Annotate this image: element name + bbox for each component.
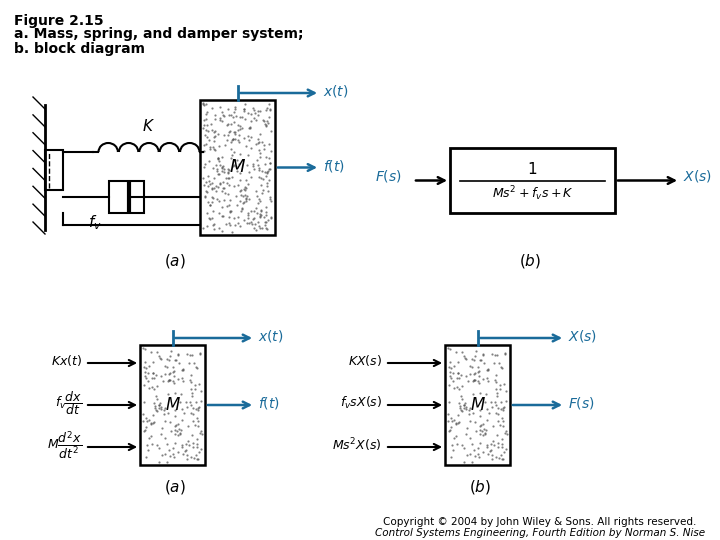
Text: $M$: $M$	[165, 396, 181, 414]
Text: Figure 2.15: Figure 2.15	[14, 14, 104, 28]
Text: $f(t)$: $f(t)$	[258, 395, 280, 411]
Text: $x(t)$: $x(t)$	[258, 328, 284, 344]
Bar	[445, 345, 510, 465]
Text: $1$: $1$	[527, 160, 538, 177]
Text: $(a)$: $(a)$	[164, 252, 186, 269]
Text: $f_v$: $f_v$	[88, 213, 102, 232]
Text: $f(t)$: $f(t)$	[323, 158, 345, 173]
Text: $(b)$: $(b)$	[469, 478, 491, 496]
Bar	[109, 181, 144, 213]
Text: $(b)$: $(b)$	[519, 252, 541, 269]
Bar	[45, 150, 63, 190]
Text: $K$: $K$	[143, 118, 156, 134]
Text: $M$: $M$	[229, 159, 246, 177]
Text: $X(s)$: $X(s)$	[683, 168, 712, 185]
Text: $Ms^2+f_vs+K$: $Ms^2+f_vs+K$	[492, 184, 573, 203]
Bar	[450, 148, 615, 213]
Text: $X(s)$: $X(s)$	[568, 328, 597, 344]
Text: $M$: $M$	[469, 396, 485, 414]
Bar	[140, 345, 205, 465]
Text: $f_vsX(s)$: $f_vsX(s)$	[340, 395, 382, 411]
Text: $M\dfrac{d^2x}{dt^2}$: $M\dfrac{d^2x}{dt^2}$	[47, 429, 82, 461]
Text: $Ms^2X(s)$: $Ms^2X(s)$	[333, 436, 382, 454]
Text: $KX(s)$: $KX(s)$	[348, 354, 382, 368]
Text: $F(s)$: $F(s)$	[375, 168, 402, 185]
Text: b. block diagram: b. block diagram	[14, 42, 145, 56]
Text: Copyright © 2004 by John Wiley & Sons. All rights reserved.: Copyright © 2004 by John Wiley & Sons. A…	[383, 517, 697, 527]
Text: $f_v\dfrac{dx}{dt}$: $f_v\dfrac{dx}{dt}$	[55, 389, 82, 417]
Bar	[200, 100, 275, 235]
Text: $Kx(t)$: $Kx(t)$	[51, 354, 82, 368]
Text: $(a)$: $(a)$	[164, 478, 186, 496]
Text: $F(s)$: $F(s)$	[568, 395, 595, 411]
Text: Control Systems Engineering, Fourth Edition by Norman S. Nise: Control Systems Engineering, Fourth Edit…	[375, 528, 705, 538]
Text: $x(t)$: $x(t)$	[323, 83, 348, 99]
Text: a. Mass, spring, and damper system;: a. Mass, spring, and damper system;	[14, 27, 304, 41]
